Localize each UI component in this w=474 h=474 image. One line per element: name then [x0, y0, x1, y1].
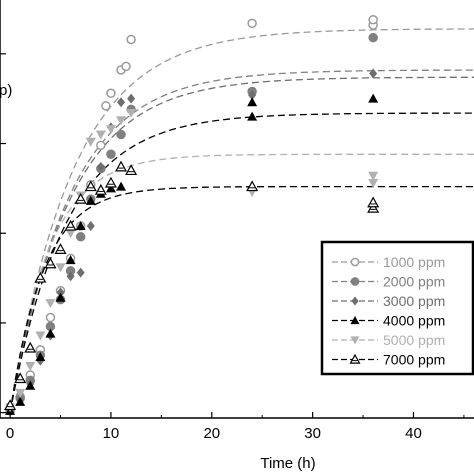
point-s3-13 [127, 93, 136, 104]
point-s2-11 [106, 149, 116, 160]
point-s5-12 [116, 116, 127, 126]
point-s5-11 [105, 125, 116, 135]
point-s4-4 [35, 352, 46, 362]
point-s1-11 [101, 101, 111, 111]
legend-marker-2 [350, 277, 360, 286]
point-s4-15 [247, 97, 258, 107]
point-s3-7 [66, 271, 75, 282]
point-s4-2 [15, 396, 26, 406]
point-s5-16 [368, 171, 379, 181]
legend-marker-4 [350, 316, 360, 325]
x-tick-label-40: 40 [405, 425, 422, 442]
point-s4-12 [116, 181, 127, 191]
axes [0, 0, 474, 419]
legend-label-5: 5000 ppm [383, 332, 445, 348]
legend-box [320, 240, 474, 376]
x-tick-label-30: 30 [304, 425, 321, 442]
point-s6-9 [84, 180, 97, 192]
point-s6-7 [64, 219, 77, 231]
point-s1-12 [106, 88, 116, 99]
legend-marker-1 [350, 257, 360, 267]
ticks: 01020304005101520 [0, 53, 465, 442]
point-s5-2 [15, 388, 26, 398]
fit-curves [9, 28, 474, 413]
data-points [4, 14, 380, 416]
fit-curve-5 [9, 153, 474, 413]
fit-curve-1 [9, 28, 474, 413]
point-s6-10 [94, 183, 107, 195]
point-s1-16 [247, 18, 257, 29]
point-s5-15 [368, 178, 379, 188]
x-tick-label-0: 0 [6, 425, 14, 442]
point-s5-6 [55, 263, 66, 273]
point-s6-14 [246, 180, 259, 192]
fit-curve-6 [9, 185, 474, 413]
legend-label-2: 2000 ppm [383, 274, 445, 290]
point-s3-9 [86, 221, 95, 232]
point-s3-6 [56, 287, 65, 298]
point-s1-18 [368, 14, 378, 25]
fit-curve-3 [9, 76, 474, 413]
point-s3-8 [76, 267, 85, 278]
point-s1-10 [96, 140, 106, 151]
legend: 1000 ppm 2000 ppm 3000 ppm 4000 ppm 5000 ppm… [320, 240, 474, 376]
point-s2-12 [116, 129, 126, 140]
point-s4-9 [85, 195, 96, 205]
point-s6-2 [14, 372, 27, 384]
legend-label-4: 4000 ppm [383, 313, 445, 329]
legend-label-1: 1000 ppm [383, 254, 445, 270]
point-s4-7 [65, 255, 76, 265]
point-s6-1 [4, 399, 17, 411]
point-s5-3 [25, 361, 36, 371]
point-s6-3 [24, 341, 37, 353]
point-s4-6 [55, 292, 66, 302]
point-s6-6 [54, 243, 67, 254]
point-s6-4 [34, 271, 47, 283]
point-s6-16 [367, 196, 380, 208]
point-s5-7 [65, 229, 76, 239]
point-s4-3 [25, 380, 36, 390]
legend-marker-6 [349, 353, 361, 364]
point-s4-16 [368, 93, 379, 103]
point-s4-5 [45, 328, 56, 338]
point-s2-8 [75, 232, 86, 242]
point-s5-4 [35, 331, 46, 341]
point-s3-12 [117, 97, 126, 108]
legend-items: 1000 ppm 2000 ppm 3000 ppm 4000 ppm 5000 ppm… [332, 254, 445, 368]
legend-label-3: 3000 ppm [383, 293, 445, 309]
point-s5-13 [126, 109, 137, 119]
point-s6-5 [44, 257, 57, 269]
point-s3-15 [369, 68, 378, 79]
point-s5-5 [45, 299, 56, 309]
point-s3-14 [248, 90, 257, 101]
point-s5-10 [95, 130, 106, 140]
point-s4-8 [75, 221, 86, 231]
point-s4-11 [105, 183, 116, 193]
point-s4-14 [247, 111, 258, 121]
point-s3-10 [96, 161, 105, 172]
legend-label-6: 7000 ppm [383, 352, 445, 368]
legend-marker-3 [351, 296, 359, 306]
x-tick-label-20: 20 [203, 425, 220, 442]
point-s6-12 [115, 160, 128, 172]
point-s2-15 [368, 32, 378, 43]
point-s6-8 [74, 192, 87, 204]
point-s1-14 [121, 61, 131, 72]
point-s1-5 [45, 312, 56, 323]
point-s1-15 [126, 34, 136, 45]
x-tick-label-10: 10 [103, 425, 120, 442]
point-s6-15 [367, 201, 380, 213]
x-axis-label: Time (h) [260, 455, 315, 472]
point-s5-9 [85, 137, 96, 147]
point-s6-13 [125, 164, 138, 176]
point-s6-11 [104, 176, 117, 188]
fit-curve-2 [9, 69, 474, 413]
legend-marker-5 [350, 336, 360, 345]
y-axis-label-fragment: p) [0, 82, 12, 99]
